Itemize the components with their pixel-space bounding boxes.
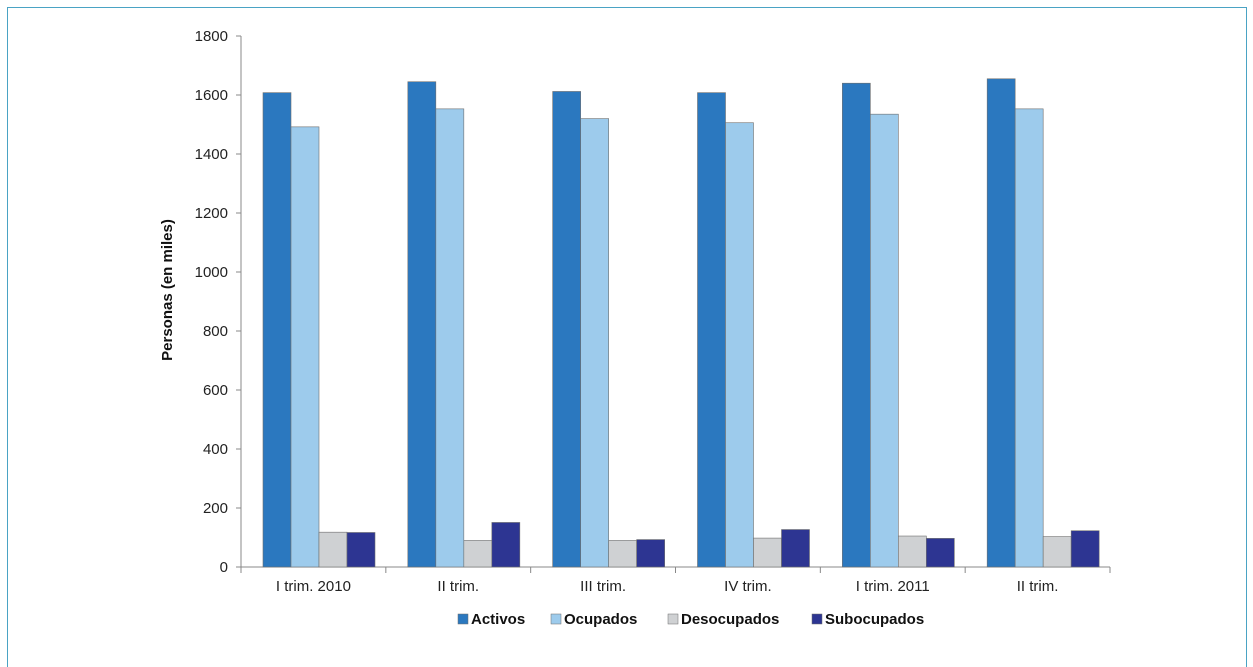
y-tick-label: 600	[203, 382, 228, 399]
bar-subocupados-3	[781, 529, 810, 568]
y-axis: 0 200 400 600 800 1000 1200 1400 1600 1800	[195, 28, 242, 576]
bar-ocupados-3	[725, 122, 754, 568]
bar-subocupados-2	[636, 539, 665, 568]
bar-subocupados-5	[1070, 530, 1100, 568]
x-tick-label: IV trim.	[724, 578, 772, 595]
legend-swatch-subocupados	[811, 613, 823, 625]
x-tick-label: I trim. 2010	[276, 578, 351, 595]
bar-ocupados-5	[1014, 108, 1044, 568]
y-tick-label: 1600	[195, 87, 228, 104]
y-tick-label: 1200	[195, 205, 228, 222]
legend: Activos Ocupados Desocupados Subocupados	[457, 611, 924, 628]
legend-swatch-ocupados	[550, 613, 562, 625]
y-tick-label: 800	[203, 323, 228, 340]
bar-activos-5	[986, 78, 1016, 568]
legend-swatch-desocupados	[667, 613, 679, 625]
x-axis: I trim. 2010 II trim. III trim. IV trim. I t…	[240, 566, 1111, 595]
bar-ocupados-0	[290, 126, 320, 568]
legend-label-desocupados: Desocupados	[681, 611, 779, 628]
y-tick-label: 400	[203, 441, 228, 458]
bar-desocupados-2	[608, 540, 637, 568]
chart-svg: 0 200 400 600 800 1000 1200 1400 1600 1800 I trim…	[159, 28, 1111, 628]
bar-activos-0	[262, 92, 292, 568]
bar-desocupados-5	[1042, 536, 1072, 568]
bar-subocupados-4	[926, 538, 955, 568]
bar-desocupados-1	[463, 540, 493, 568]
bars	[262, 78, 1100, 568]
y-tick-label: 1000	[195, 264, 228, 281]
y-tick-label: 0	[220, 559, 228, 576]
bar-activos-1	[407, 81, 437, 568]
bar-ocupados-1	[435, 108, 465, 568]
x-tick-label: III trim.	[580, 578, 626, 595]
legend-label-activos: Activos	[471, 611, 525, 628]
chart-frame	[7, 7, 1247, 667]
bar-desocupados-3	[753, 537, 782, 568]
bar-subocupados-1	[491, 522, 521, 568]
legend-label-ocupados: Ocupados	[564, 611, 637, 628]
y-tick-label: 200	[203, 500, 228, 517]
y-tick-label: 1800	[195, 28, 228, 45]
y-axis-label: Personas (en miles)	[159, 219, 176, 361]
x-tick-label: II trim.	[1017, 578, 1059, 595]
bar-activos-2	[552, 91, 581, 568]
bar-activos-4	[842, 82, 871, 568]
x-tick-label: I trim. 2011	[856, 578, 930, 595]
bar-desocupados-0	[318, 531, 348, 568]
bar-ocupados-2	[580, 118, 609, 568]
bar-ocupados-4	[870, 113, 899, 568]
legend-swatch-activos	[457, 613, 469, 625]
bar-desocupados-4	[898, 535, 927, 568]
bar-activos-3	[697, 92, 726, 568]
bar-subocupados-0	[346, 532, 376, 568]
x-tick-label: II trim.	[437, 578, 479, 595]
y-tick-label: 1400	[195, 146, 228, 163]
legend-label-subocupados: Subocupados	[825, 611, 924, 628]
